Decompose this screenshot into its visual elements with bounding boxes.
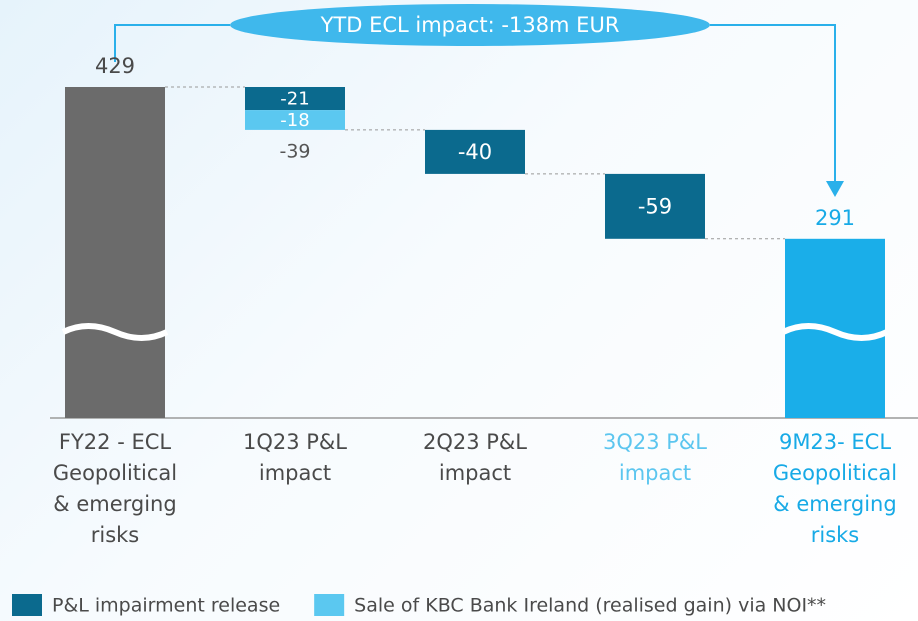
x-tick-label: risks <box>91 523 140 547</box>
x-tick-label: 1Q23 P&L <box>243 430 347 454</box>
bar-segment <box>245 110 345 130</box>
legend-swatch <box>314 594 345 616</box>
x-tick-label: 3Q23 P&L <box>603 430 707 454</box>
x-tick-label: 2Q23 P&L <box>423 430 527 454</box>
annotation-arrow <box>114 24 230 62</box>
legend-label: Sale of KBC Bank Ireland (realised gain)… <box>354 595 826 617</box>
axis-break <box>781 323 889 341</box>
legend-label: P&L impairment release <box>52 595 280 617</box>
axis-break <box>61 323 169 341</box>
bar-segment <box>425 129 525 174</box>
bar-segment <box>245 87 345 111</box>
x-tick-label: impact <box>619 461 691 485</box>
step-total-label: -39 <box>279 140 310 162</box>
annotation-arrow <box>710 24 836 183</box>
x-tick-label: impact <box>259 461 331 485</box>
annotation: YTD ECL impact: -138m EUR <box>320 13 620 37</box>
x-tick-label: risks <box>811 523 860 547</box>
x-tick-label: FY22 - ECL <box>59 430 171 454</box>
total-label: 291 <box>815 206 855 230</box>
arrow-head <box>826 181 844 197</box>
total-label: 429 <box>95 54 135 78</box>
x-tick-label: & emerging <box>773 492 896 516</box>
annotation-bubble <box>230 4 710 46</box>
segment-label: -21 <box>280 89 309 110</box>
x-tick-label: Geopolitical <box>773 461 897 485</box>
x-tick-label: impact <box>439 461 511 485</box>
x-tick-label: Geopolitical <box>53 461 177 485</box>
segment-label: -59 <box>638 194 672 218</box>
segment-label: -18 <box>280 110 309 131</box>
total-bar <box>65 87 165 418</box>
x-tick-label: 9M23- ECL <box>779 430 891 454</box>
x-tick-label: & emerging <box>53 492 176 516</box>
segment-label: -40 <box>458 140 492 164</box>
bar-segment <box>605 173 705 239</box>
legend-swatch <box>12 594 42 616</box>
